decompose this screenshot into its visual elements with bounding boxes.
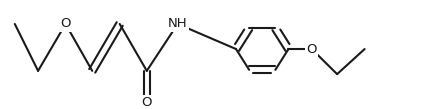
Text: O: O [307,43,317,56]
Text: O: O [142,96,152,109]
Text: O: O [60,17,71,31]
Text: NH: NH [168,17,187,31]
